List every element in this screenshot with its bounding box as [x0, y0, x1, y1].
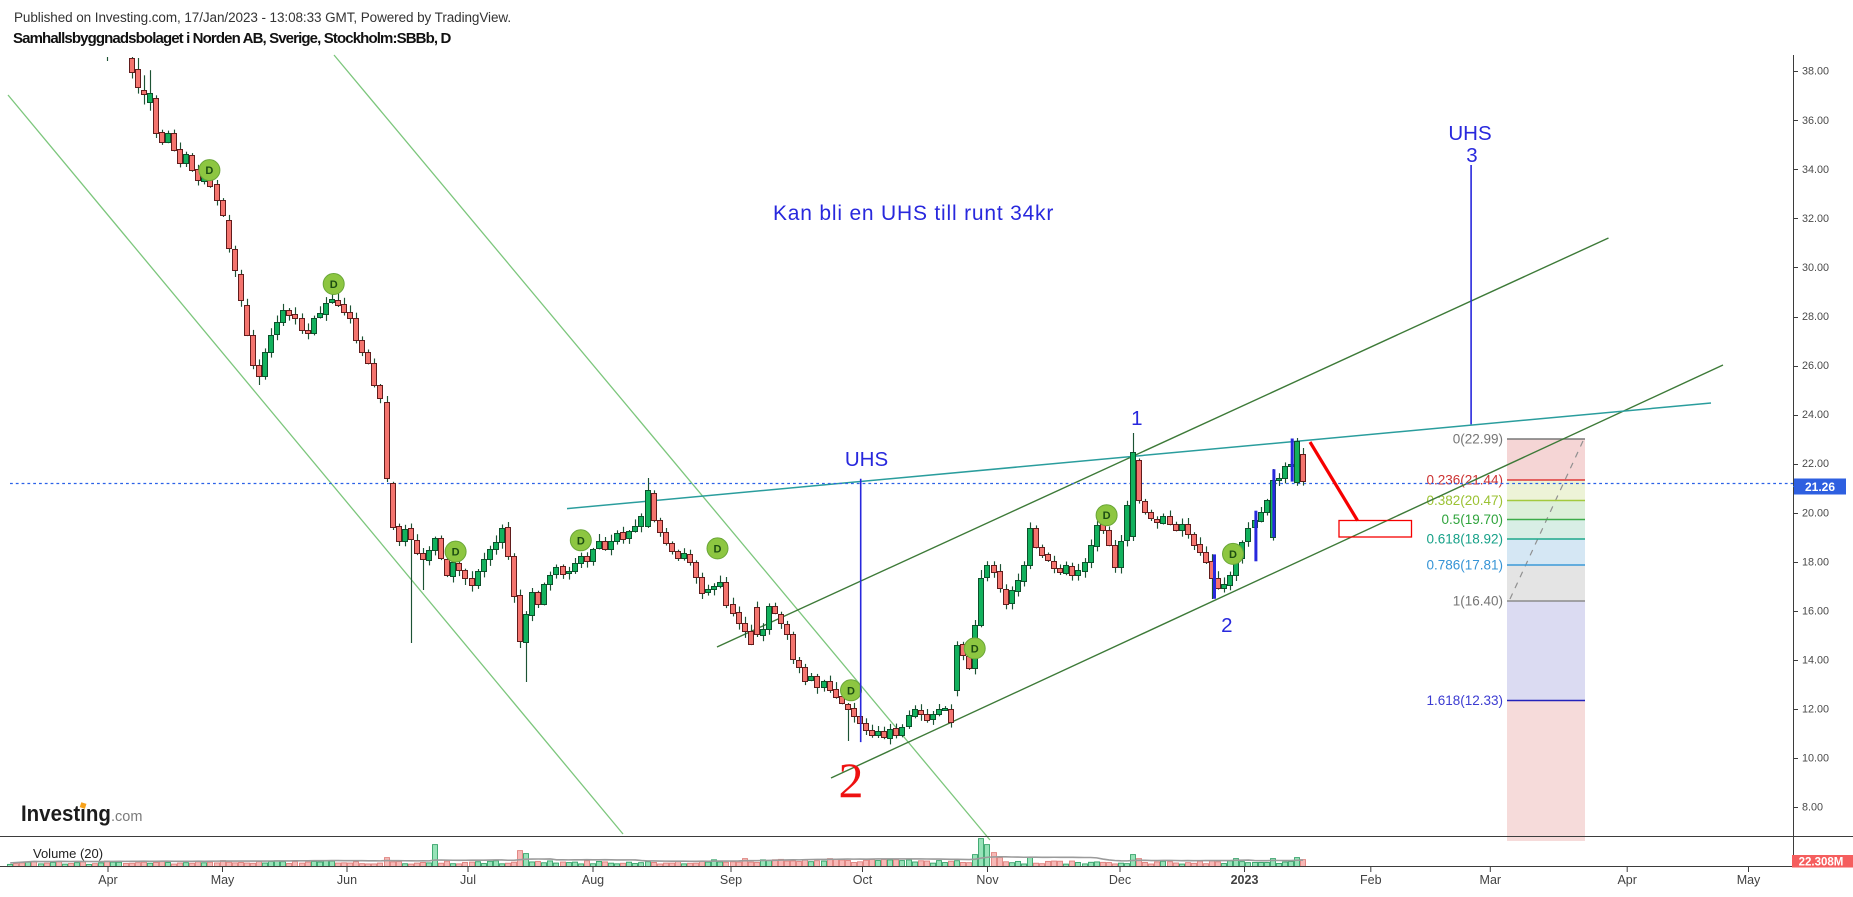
svg-text:Dec: Dec — [1109, 873, 1131, 887]
svg-text:10.00: 10.00 — [1802, 753, 1829, 765]
svg-text:D: D — [330, 279, 338, 291]
svg-text:12.00: 12.00 — [1802, 704, 1829, 716]
svg-text:21.26: 21.26 — [1805, 480, 1835, 494]
svg-text:2: 2 — [1221, 614, 1232, 637]
svg-text:34.00: 34.00 — [1802, 164, 1829, 176]
svg-text:24.00: 24.00 — [1802, 409, 1829, 421]
svg-text:32.00: 32.00 — [1802, 213, 1829, 225]
svg-text:Aug: Aug — [582, 873, 604, 887]
svg-text:D: D — [577, 535, 585, 547]
svg-text:Samhallsbyggnadsbolaget i Nord: Samhallsbyggnadsbolaget i Norden AB, Sve… — [13, 30, 451, 47]
svg-text:D: D — [1103, 510, 1111, 522]
svg-text:D: D — [847, 685, 855, 697]
svg-text:0.5(19.70): 0.5(19.70) — [1441, 512, 1503, 527]
svg-text:Mar: Mar — [1480, 873, 1502, 887]
svg-text:36.00: 36.00 — [1802, 115, 1829, 127]
svg-text:1: 1 — [1131, 407, 1142, 430]
svg-text:UHS: UHS — [1448, 122, 1491, 145]
svg-text:22.00: 22.00 — [1802, 458, 1829, 470]
svg-text:UHS: UHS — [845, 448, 888, 471]
svg-text:D: D — [1229, 549, 1237, 561]
svg-text:Investıng: Investıng — [21, 801, 111, 826]
svg-text:Kan bli en UHS till runt 34kr: Kan bli en UHS till runt 34kr — [773, 202, 1054, 225]
svg-text:2: 2 — [839, 752, 864, 808]
svg-text:.com: .com — [111, 809, 142, 825]
svg-text:0.618(18.92): 0.618(18.92) — [1426, 532, 1503, 547]
svg-text:Apr: Apr — [98, 873, 117, 887]
svg-text:Jun: Jun — [337, 873, 357, 887]
svg-text:2023: 2023 — [1231, 873, 1259, 887]
svg-text:0.786(17.81): 0.786(17.81) — [1426, 558, 1503, 573]
svg-text:1(16.40): 1(16.40) — [1453, 594, 1503, 609]
svg-text:D: D — [714, 543, 722, 555]
svg-text:Published on Investing.com, 17: Published on Investing.com, 17/Jan/2023 … — [14, 10, 511, 25]
svg-text:May: May — [211, 873, 235, 887]
svg-text:Oct: Oct — [853, 873, 873, 887]
svg-text:38.00: 38.00 — [1802, 66, 1829, 78]
svg-text:16.00: 16.00 — [1802, 605, 1829, 617]
svg-text:0.382(20.47): 0.382(20.47) — [1426, 493, 1503, 508]
svg-text:Feb: Feb — [1360, 873, 1382, 887]
svg-text:28.00: 28.00 — [1802, 311, 1829, 323]
svg-text:Apr: Apr — [1617, 873, 1636, 887]
svg-text:22.308M: 22.308M — [1799, 857, 1844, 869]
svg-text:20.00: 20.00 — [1802, 507, 1829, 519]
svg-text:D: D — [205, 165, 213, 177]
svg-text:18.00: 18.00 — [1802, 556, 1829, 568]
svg-text:Nov: Nov — [976, 873, 999, 887]
svg-text:30.00: 30.00 — [1802, 262, 1829, 274]
svg-text:D: D — [971, 643, 979, 655]
svg-text:May: May — [1737, 873, 1761, 887]
svg-text:26.00: 26.00 — [1802, 360, 1829, 372]
svg-text:8.00: 8.00 — [1802, 802, 1823, 814]
svg-text:Jul: Jul — [460, 873, 476, 887]
svg-text:1.618(12.33): 1.618(12.33) — [1426, 693, 1503, 708]
svg-text:3: 3 — [1466, 144, 1477, 167]
svg-text:Sep: Sep — [720, 873, 742, 887]
svg-text:14.00: 14.00 — [1802, 654, 1829, 666]
svg-text:D: D — [452, 547, 460, 559]
svg-text:Volume (20): Volume (20) — [33, 846, 103, 861]
svg-text:0(22.99): 0(22.99) — [1453, 432, 1503, 447]
